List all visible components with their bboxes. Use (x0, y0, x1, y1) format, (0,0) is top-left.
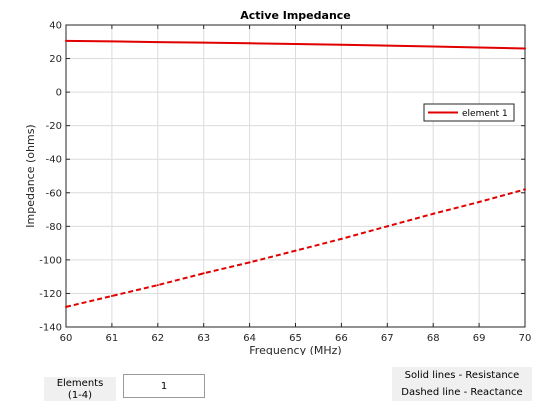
y-tick-label: 0 (56, 88, 62, 99)
reactance-point (110, 295, 113, 297)
resistance-point (524, 47, 526, 50)
x-tick-label: 65 (289, 333, 302, 344)
resistance-point (340, 43, 343, 46)
dashed-line-note: Dashed line - Reactance (392, 384, 532, 401)
reactance-point (294, 249, 297, 252)
y-axis-label: Impedance (ohms) (24, 124, 37, 227)
y-tick-label: -60 (46, 188, 62, 199)
x-tick-label: 68 (427, 333, 440, 344)
x-tick-label: 60 (60, 333, 73, 344)
reactance-point (340, 237, 343, 240)
legend-box (423, 103, 515, 122)
reactance-point (65, 305, 67, 308)
solid-lines-note: Solid lines - Resistance (392, 367, 532, 384)
impedance-chart: 60 61 62 63 64 65 66 67 68 69 70 -140 -120 -100 -80 -60… (24, 9, 531, 355)
resistance-point (478, 46, 481, 49)
x-tick-label: 62 (151, 333, 164, 344)
legend-label-element-1: element 1 (462, 109, 508, 119)
y-tick-label: 40 (49, 21, 62, 32)
x-tick-label: 66 (335, 333, 348, 344)
y-tick-label: -100 (39, 255, 62, 266)
x-tick-label: 63 (197, 333, 210, 344)
resistance-point (386, 44, 389, 47)
y-tick-label: -80 (46, 222, 62, 233)
y-tick-label: -20 (46, 121, 62, 132)
grid (65, 24, 526, 328)
y-tick-label: 20 (49, 54, 62, 65)
x-axis-label: Frequency (MHz) (249, 344, 341, 355)
reactance-point (202, 272, 205, 275)
resistance-point (156, 41, 159, 44)
resistance-point (202, 41, 205, 44)
elements-label: Elements (1-4) (44, 377, 116, 401)
y-tick-label: -120 (39, 289, 62, 300)
y-tick-label: -40 (46, 155, 62, 166)
elements-input[interactable] (123, 374, 205, 398)
axis-ticks: 60 61 62 63 64 65 66 67 68 69 70 -140 -120 -100 -80 -60… (39, 21, 531, 345)
reactance-point (156, 284, 159, 287)
reactance-point (432, 212, 435, 215)
reactance-point (248, 261, 251, 264)
x-tick-label: 67 (381, 333, 394, 344)
x-tick-label: 69 (473, 333, 486, 344)
x-tick-label: 64 (243, 333, 256, 344)
resistance-point (294, 43, 297, 45)
reactance-point (478, 201, 481, 203)
reactance-point (524, 188, 526, 191)
resistance-point (65, 39, 67, 42)
y-tick-label: -140 (39, 323, 62, 334)
resistance-point (248, 42, 251, 45)
x-tick-label: 70 (519, 333, 532, 344)
chart-title: Active Impedance (240, 9, 351, 22)
reactance-point (386, 225, 389, 228)
resistance-point (432, 45, 435, 48)
x-tick-label: 61 (106, 333, 119, 344)
legend: element 1 (423, 103, 515, 122)
series-lines (65, 39, 526, 308)
resistance-point (110, 40, 113, 43)
